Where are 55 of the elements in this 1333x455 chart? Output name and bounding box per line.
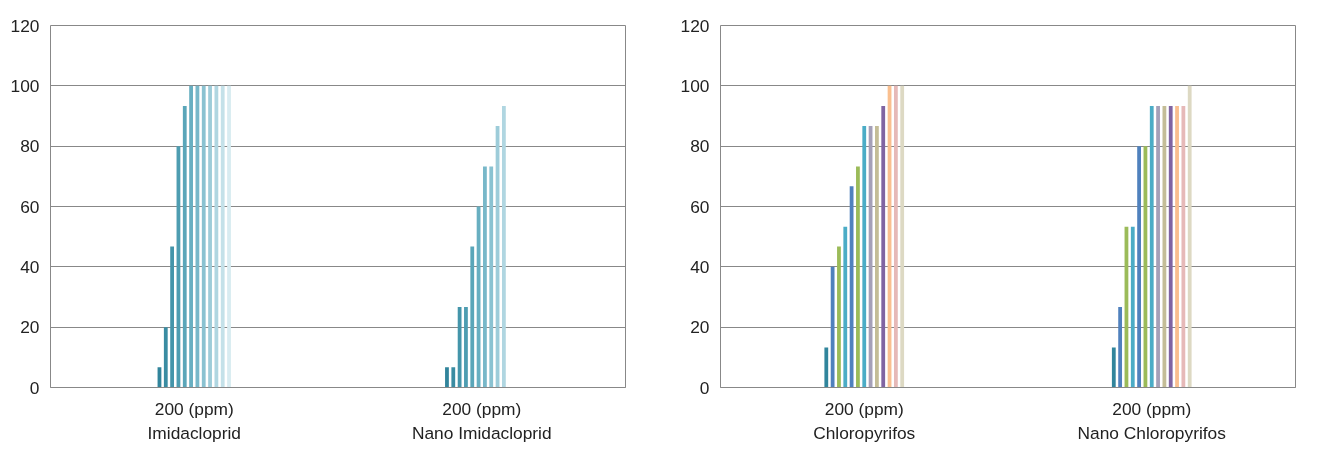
bar (220, 85, 225, 388)
y-tick-label: 20 (690, 317, 710, 338)
bar (464, 306, 468, 388)
y-tick-label: 60 (690, 196, 710, 217)
bar (201, 85, 206, 388)
bar (470, 246, 475, 388)
bar (189, 85, 193, 388)
bar (489, 166, 494, 388)
bar (824, 347, 829, 388)
bar (208, 85, 212, 388)
bar (1156, 106, 1160, 388)
bar (837, 246, 841, 388)
bar (830, 266, 835, 388)
bar (1111, 347, 1116, 388)
bar (862, 125, 867, 388)
bar (1137, 146, 1141, 388)
x-tick-label: 200 (ppm) Nano Chloropyrifos (1077, 398, 1227, 443)
bar (457, 306, 462, 388)
x-tick-label: 200 (ppm) Imidacloprid (147, 398, 241, 443)
y-tick-label: 100 (680, 75, 710, 96)
bar (900, 85, 905, 388)
bar (1175, 106, 1179, 388)
bar (170, 246, 175, 388)
bar (501, 106, 506, 388)
y-tick-label: 20 (20, 317, 40, 338)
bar (163, 327, 168, 388)
y-tick-label: 80 (20, 136, 40, 157)
x-tick-label: 200 (ppm) Chloropyrifos (813, 398, 916, 443)
bar (214, 85, 219, 388)
bar (1187, 85, 1192, 388)
bar (1181, 106, 1186, 388)
bar (881, 106, 886, 388)
bar (856, 166, 860, 388)
bar (893, 85, 898, 388)
bar (1130, 226, 1135, 388)
bar (227, 85, 231, 388)
bar (182, 106, 187, 388)
y-tick-label: 40 (20, 256, 40, 277)
y-tick-label: 100 (10, 75, 40, 96)
bar (451, 367, 456, 388)
bar (1118, 306, 1123, 388)
y-tick-label: 120 (680, 15, 710, 36)
bar (445, 367, 449, 388)
x-tick-label: 200 (ppm) Nano Imidacloprid (411, 398, 552, 443)
bar (483, 166, 487, 388)
bar (843, 226, 848, 388)
y-tick-label: 0 (699, 377, 710, 398)
y-tick-label: 120 (10, 15, 40, 36)
bar (1149, 106, 1154, 388)
y-tick-label: 40 (690, 256, 710, 277)
y-tick-label: 60 (20, 196, 40, 217)
bar (875, 125, 879, 388)
bar (1168, 106, 1173, 388)
y-tick-label: 80 (690, 136, 710, 157)
y-tick-label: 0 (29, 377, 40, 398)
